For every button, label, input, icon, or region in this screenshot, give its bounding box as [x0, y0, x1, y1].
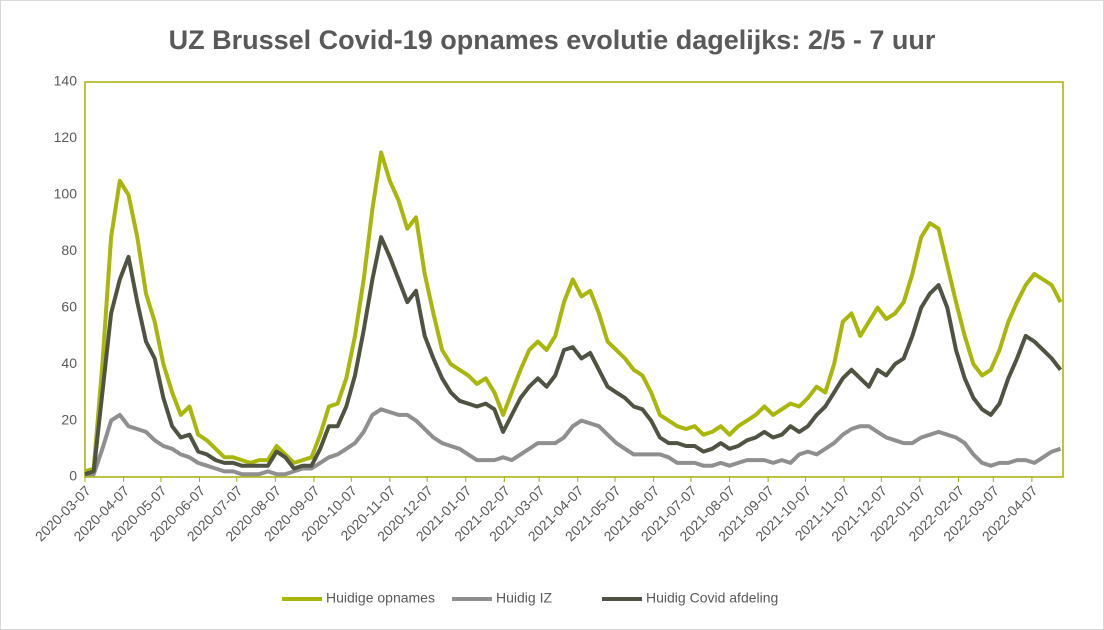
y-tick-label: 40: [61, 355, 77, 371]
y-tick-label: 80: [61, 242, 77, 258]
line-series: [84, 235, 1063, 477]
y-tick-label: 140: [54, 73, 78, 89]
plot-area: [84, 81, 1064, 478]
y-tick-label: 100: [54, 186, 78, 202]
y-tick-label: 120: [54, 129, 78, 145]
line-series: [84, 150, 1063, 474]
legend-label: Huidig Covid afdeling: [646, 590, 778, 606]
legend-label: Huidige opnames: [326, 590, 435, 606]
y-tick-label: 0: [69, 468, 77, 484]
chart-title: UZ Brussel Covid-19 opnames evolutie dag…: [169, 25, 936, 55]
legend-label: Huidig IZ: [496, 590, 552, 606]
line-series: [85, 407, 1062, 477]
y-tick-label: 60: [61, 298, 77, 314]
y-tick-label: 20: [61, 411, 77, 427]
